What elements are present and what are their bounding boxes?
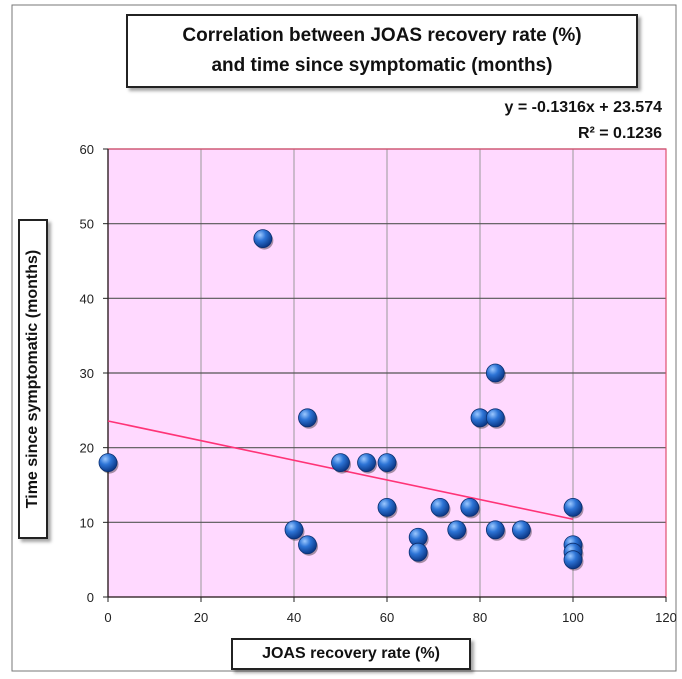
data-point	[470, 408, 491, 429]
y-tick-label: 10	[80, 515, 94, 530]
data-point	[253, 229, 274, 250]
data-point	[298, 535, 318, 556]
data-point	[377, 453, 398, 474]
data-point	[98, 453, 119, 474]
y-axis-label: Time since symptomatic (months)	[18, 219, 48, 539]
data-point	[460, 497, 481, 519]
data-point	[485, 363, 506, 384]
chart-title-line-2: and time since symptomatic (months)	[211, 55, 553, 76]
y-tick-label: 0	[87, 590, 94, 605]
data-point	[485, 520, 506, 541]
data-points	[98, 229, 584, 571]
x-tick-label: 0	[104, 610, 111, 625]
y-tick-label: 60	[80, 142, 94, 157]
x-tick-label: 100	[562, 610, 584, 625]
x-tick-label: 120	[655, 610, 677, 625]
y-tick-label: 30	[80, 366, 94, 381]
y-tick-label: 50	[80, 217, 94, 232]
x-tick-label: 40	[287, 610, 301, 625]
y-tick-label: 20	[80, 441, 94, 456]
data-point	[331, 453, 351, 474]
axis-ticks: 0 20 40 60 80 100 120 0 10 20 30 40 50 60	[80, 142, 677, 625]
chart-title-line-1: Correlation between JOAS recovery rate (…	[182, 25, 582, 46]
data-point	[511, 520, 532, 541]
trendline-equation: y = -0.1316x + 23.574	[504, 99, 662, 116]
data-point	[298, 408, 318, 429]
x-tick-label: 80	[473, 610, 487, 625]
data-point	[377, 497, 398, 519]
data-point	[357, 453, 378, 474]
data-point	[430, 497, 451, 519]
y-tick-label: 40	[80, 291, 94, 306]
x-tick-label: 60	[380, 610, 394, 625]
chart-title: Correlation between JOAS recovery rate (…	[126, 14, 638, 88]
data-point	[447, 520, 468, 541]
x-axis-label: JOAS recovery rate (%)	[231, 638, 471, 670]
trendline-r-squared: R² = 0.1236	[577, 125, 662, 142]
data-point	[563, 497, 584, 519]
data-point	[284, 520, 305, 541]
data-point	[485, 408, 506, 429]
trendline-annotation: y = -0.1316x + 23.574 R² = 0.1236	[505, 95, 662, 147]
data-point	[408, 542, 429, 564]
x-tick-label: 20	[194, 610, 208, 625]
data-point	[563, 550, 584, 571]
